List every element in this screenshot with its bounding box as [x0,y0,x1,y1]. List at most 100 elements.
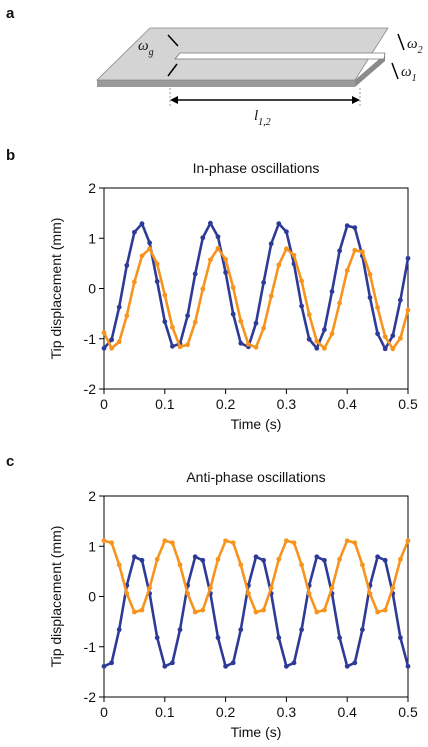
data-point [124,313,130,319]
data-point [109,345,114,351]
data-point [200,286,206,292]
data-point [261,557,266,563]
data-point [405,538,411,544]
data-point [390,585,396,591]
data-point [360,627,365,633]
data-point [337,300,342,306]
data-point [382,346,388,352]
data-point [322,345,327,351]
data-point [398,556,403,562]
data-point [139,557,145,563]
data-point [162,319,168,325]
y-axis-label: Tip displacement (mm) [48,526,64,668]
x-tick-label: 0.1 [155,396,175,412]
data-point [268,241,274,247]
data-point [208,585,213,591]
data-point [177,627,183,633]
beam-diagram [96,27,405,106]
data-point [322,327,327,333]
data-point [284,229,289,235]
data-point [154,261,160,267]
data-point [109,660,114,666]
data-point [162,292,168,298]
data-point [314,345,320,351]
data-point [344,538,350,544]
data-point [246,341,251,347]
data-point [352,540,358,546]
data-point [116,562,122,568]
data-point [360,562,365,568]
data-point [192,554,198,560]
data-point [276,556,282,562]
data-point [132,609,137,615]
data-point [382,334,388,340]
y-tick-label: 0 [88,589,96,605]
data-point [253,554,259,560]
data-point [139,253,145,259]
data-point [314,554,320,560]
data-point [124,591,130,596]
panel-label: b [6,147,15,164]
data-point [238,318,244,324]
data-point [329,585,335,591]
data-point [360,249,365,255]
plot-frame [103,187,409,390]
data-point [162,663,168,669]
data-point [154,635,160,641]
x-tick-label: 0 [100,396,108,412]
data-point [299,627,304,633]
data-point [139,607,145,613]
data-point [390,346,396,352]
data-point [382,607,388,613]
data-point [268,585,274,591]
data-point [398,635,403,641]
data-point [223,663,229,669]
data-point [147,246,153,252]
data-point [253,344,259,350]
x-tick-label: 0.2 [216,704,236,720]
data-point [276,221,282,227]
x-axis-label: Time (s) [231,416,282,432]
data-point [185,342,191,348]
x-tick-label: 0 [100,704,108,720]
data-point [192,319,198,325]
data-point [344,223,350,229]
data-point [177,562,183,568]
data-point [344,663,350,669]
data-point [276,635,282,641]
data-point [170,540,175,546]
data-point [192,271,198,277]
y-tick-label: 2 [88,180,96,196]
data-point [238,627,244,633]
data-point [405,663,411,669]
x-tick-label: 0.1 [155,704,175,720]
data-point [337,248,342,254]
length-label: l1,2 [254,108,271,128]
data-point [154,279,160,284]
y-tick-label: -2 [84,689,97,705]
data-point [375,331,380,337]
data-point [215,234,221,240]
x-tick-label: 0.5 [398,396,418,412]
data-point [223,256,229,262]
data-point [208,220,213,226]
data-point [200,607,206,613]
data-point [352,225,358,231]
data-point [261,325,266,331]
data-point [139,221,145,227]
data-point [170,660,175,666]
data-point [238,562,244,568]
data-point [253,609,259,615]
y-tick-label: -1 [84,639,97,655]
data-point [132,279,137,285]
data-point [367,295,373,300]
data-point [223,538,229,544]
data-point [322,557,327,563]
data-point [253,320,259,326]
data-point [329,289,335,294]
data-point [314,609,320,615]
data-point [238,340,244,346]
data-point [162,538,168,544]
data-point [284,246,289,252]
